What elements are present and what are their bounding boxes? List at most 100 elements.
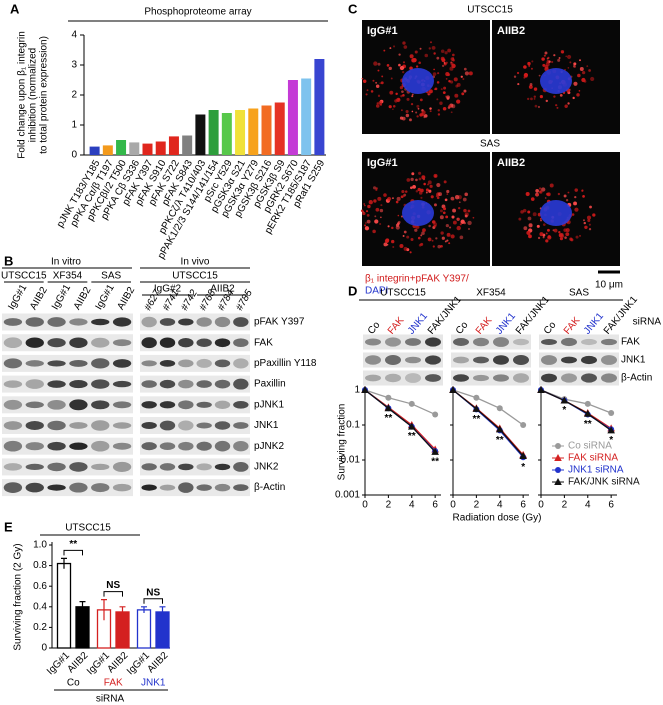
- error-bar: [141, 606, 147, 613]
- stain-dot: [422, 228, 426, 233]
- stain-dot: [377, 94, 381, 97]
- stain-dot: [418, 191, 423, 195]
- blot-band: [601, 338, 617, 346]
- blot-band: [69, 442, 88, 450]
- stain-dot: [561, 51, 564, 54]
- blot-band: [47, 484, 66, 491]
- stain-dot: [406, 97, 410, 101]
- y-tick-label: 0.2: [33, 622, 47, 633]
- y-tick-label: 0.01: [341, 455, 361, 466]
- data-point: [496, 405, 503, 412]
- stain-dot: [366, 214, 370, 217]
- stain-dot: [375, 81, 378, 84]
- blot-band: [112, 422, 132, 429]
- group-title: UTSCC15: [380, 288, 426, 299]
- bar: [287, 80, 298, 155]
- blot-band: [47, 317, 66, 327]
- blot-band: [493, 374, 509, 382]
- stain-dot: [462, 197, 467, 202]
- blot-strip: [140, 479, 250, 497]
- stain-dot: [379, 208, 384, 213]
- x-tick-label: 4: [585, 500, 591, 511]
- stain-dot: [458, 201, 461, 204]
- stain-dot: [565, 55, 568, 58]
- stain-dot: [372, 229, 376, 234]
- y-tick-label: 0.6: [33, 581, 47, 592]
- data-point: [432, 411, 439, 418]
- data-point: [520, 422, 527, 428]
- blot-strip: [363, 334, 443, 350]
- blot-band: [601, 373, 617, 383]
- lane-label: Co: [454, 319, 471, 336]
- stain-dot: [417, 236, 421, 240]
- protein-label: pPaxillin Y118: [254, 358, 317, 369]
- stain-dot: [531, 60, 534, 63]
- data-point: [473, 394, 480, 401]
- stain-dot: [439, 215, 444, 220]
- blot-band: [141, 422, 157, 429]
- blot-band: [196, 441, 212, 451]
- blot-band: [47, 360, 66, 367]
- bar: [155, 611, 170, 649]
- stain-dot: [389, 47, 392, 50]
- stain-dot: [467, 209, 471, 213]
- blot-band: [25, 360, 44, 367]
- stain-dot: [458, 206, 461, 210]
- lane-label: JNK1: [582, 310, 606, 336]
- lane-label: FAK: [562, 315, 583, 337]
- lane-label: IgG#1: [50, 282, 73, 311]
- blot-band: [159, 379, 176, 389]
- blot-band: [25, 401, 44, 409]
- stain-dot: [448, 242, 451, 245]
- stain-dot: [432, 72, 437, 76]
- protein-label: pJNK2: [254, 441, 284, 452]
- stain-dot: [363, 203, 366, 205]
- sample-label: #742: [179, 288, 200, 313]
- stain-dot: [574, 188, 578, 192]
- blot-band: [69, 337, 88, 348]
- stain-dot: [545, 232, 548, 235]
- stain-dot: [569, 61, 572, 64]
- blot-band: [473, 337, 489, 347]
- stain-dot: [380, 204, 383, 207]
- stain-dot: [399, 243, 404, 249]
- stain-dot: [518, 217, 522, 221]
- stain-dot: [373, 186, 377, 190]
- stain-dot: [457, 218, 460, 221]
- stain-dot: [402, 61, 406, 64]
- stain-dot: [396, 196, 401, 201]
- stain-dot: [405, 113, 410, 118]
- stain-dot: [545, 99, 549, 103]
- blot-strip: [451, 334, 531, 350]
- blot-band: [196, 484, 212, 491]
- y-axis-label: to total protein expression): [39, 36, 50, 154]
- stain-dot: [449, 66, 454, 71]
- blot-band: [513, 373, 529, 383]
- blot-header: In vitro: [51, 257, 81, 268]
- stain-dot: [559, 236, 564, 241]
- stain-dot: [528, 84, 533, 89]
- x-tick-label: 2: [386, 500, 392, 511]
- stain-dot: [400, 195, 404, 199]
- blot-band: [47, 338, 66, 348]
- stain-dot: [573, 201, 577, 206]
- error-bar: [159, 606, 166, 618]
- blot-band: [541, 338, 557, 346]
- data-point: [408, 400, 415, 407]
- scale-label: 10 μm: [595, 280, 623, 291]
- blot-band: [365, 355, 381, 365]
- blot-band: [112, 483, 132, 492]
- stain-dot: [553, 54, 556, 57]
- protein-label: pFAK Y397: [254, 317, 305, 328]
- stain-dot: [533, 97, 536, 100]
- chart-title: UTSCC15: [65, 523, 111, 534]
- stain-dot: [467, 220, 472, 226]
- stain-dot: [440, 231, 444, 235]
- bar: [115, 611, 130, 649]
- blot-band: [91, 400, 110, 410]
- significance-label: NS: [106, 580, 120, 591]
- stain-dot: [419, 98, 423, 102]
- bar: [142, 143, 153, 155]
- blot-band: [25, 482, 44, 493]
- stain-dot: [389, 90, 394, 95]
